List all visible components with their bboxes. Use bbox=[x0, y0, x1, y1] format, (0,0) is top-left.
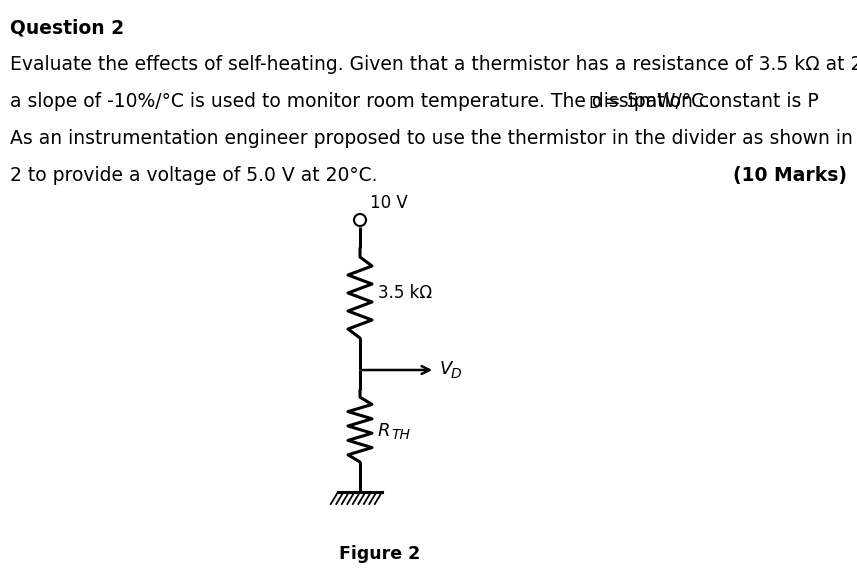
Text: Question 2: Question 2 bbox=[10, 18, 124, 37]
Text: 10 V: 10 V bbox=[370, 194, 408, 212]
Text: V: V bbox=[440, 360, 452, 378]
Text: D: D bbox=[588, 96, 601, 111]
Text: (10 Marks): (10 Marks) bbox=[733, 166, 847, 185]
Text: Evaluate the effects of self-heating. Given that a thermistor has a resistance o: Evaluate the effects of self-heating. Gi… bbox=[10, 55, 857, 74]
Text: a slope of -10%/°C is used to monitor room temperature. The dissipation constant: a slope of -10%/°C is used to monitor ro… bbox=[10, 92, 818, 111]
Text: 3.5 kΩ: 3.5 kΩ bbox=[378, 284, 432, 302]
Text: R: R bbox=[378, 422, 391, 440]
Text: = 5mW/°C.: = 5mW/°C. bbox=[599, 92, 710, 111]
Text: D: D bbox=[451, 367, 462, 381]
Text: Figure 2: Figure 2 bbox=[339, 545, 421, 563]
Text: As an instrumentation engineer proposed to use the thermistor in the divider as : As an instrumentation engineer proposed … bbox=[10, 129, 857, 148]
Text: TH: TH bbox=[391, 428, 410, 442]
Text: 2 to provide a voltage of 5.0 V at 20°C.: 2 to provide a voltage of 5.0 V at 20°C. bbox=[10, 166, 377, 185]
